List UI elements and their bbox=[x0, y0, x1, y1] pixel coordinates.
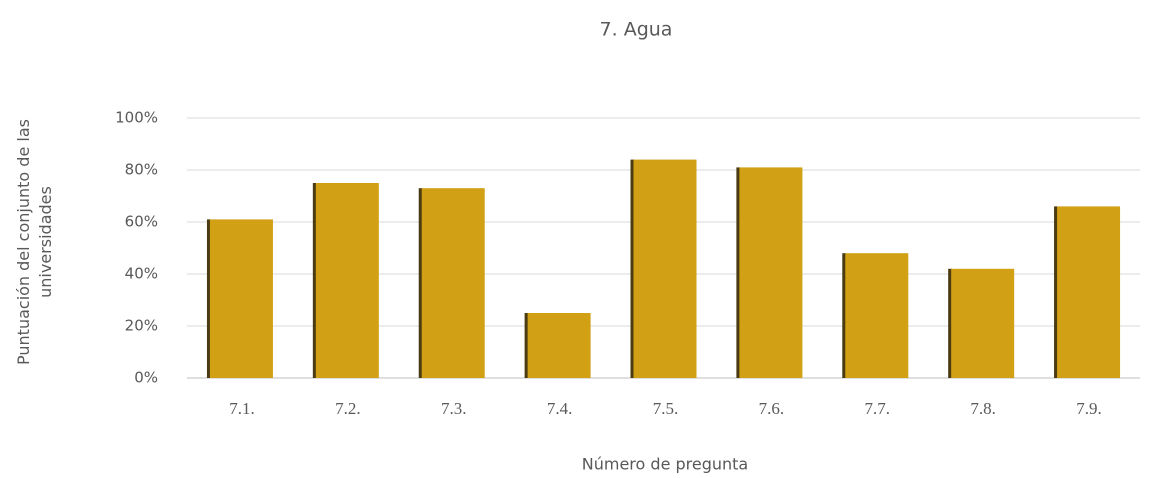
x-tick-label: 7.2. bbox=[335, 399, 361, 418]
x-tick-label: 7.1. bbox=[229, 399, 255, 418]
y-tick-label: 60% bbox=[125, 213, 158, 231]
bar bbox=[312, 183, 379, 378]
bar-shadow bbox=[206, 219, 211, 378]
y-tick-label: 100% bbox=[115, 109, 158, 127]
bar-body bbox=[527, 313, 591, 378]
bar-shadow bbox=[736, 167, 741, 378]
bar-body bbox=[739, 167, 803, 378]
bar bbox=[842, 253, 909, 378]
bar-body bbox=[845, 253, 909, 378]
bar-body bbox=[315, 183, 379, 378]
bar bbox=[948, 268, 1015, 378]
bar-shadow bbox=[312, 183, 317, 378]
x-tick-label: 7.9. bbox=[1076, 399, 1102, 418]
bar-shadow bbox=[842, 253, 847, 378]
bar bbox=[418, 188, 485, 378]
bar-shadow bbox=[524, 313, 529, 378]
bar-shadow bbox=[948, 268, 953, 378]
x-tick-label: 7.6. bbox=[759, 399, 785, 418]
y-tick-label: 0% bbox=[134, 369, 158, 387]
bar-shadow bbox=[418, 188, 423, 378]
y-tick-label: 40% bbox=[125, 265, 158, 283]
bar-body bbox=[209, 219, 273, 378]
bar-body bbox=[951, 268, 1015, 378]
bar-shadow bbox=[1054, 206, 1059, 378]
x-tick-label: 7.3. bbox=[441, 399, 467, 418]
bar bbox=[736, 167, 803, 378]
x-tick-label: 7.8. bbox=[970, 399, 996, 418]
bar-body bbox=[1057, 206, 1121, 378]
x-tick-label: 7.5. bbox=[653, 399, 679, 418]
chart-title: 7. Agua bbox=[600, 19, 673, 41]
y-tick-label: 80% bbox=[125, 161, 158, 179]
bar-shadow bbox=[630, 159, 635, 378]
bar bbox=[206, 219, 273, 378]
x-tick-label: 7.4. bbox=[547, 399, 573, 418]
bar bbox=[1054, 206, 1121, 378]
bar-body bbox=[633, 159, 697, 378]
y-tick-label: 20% bbox=[125, 317, 158, 335]
bar bbox=[524, 313, 591, 378]
y-axis-title: Puntuación del conjunto de las universid… bbox=[14, 119, 55, 365]
x-axis-title: Número de pregunta bbox=[582, 455, 748, 474]
bar-body bbox=[421, 188, 485, 378]
x-tick-label: 7.7. bbox=[865, 399, 891, 418]
bar bbox=[630, 159, 697, 378]
